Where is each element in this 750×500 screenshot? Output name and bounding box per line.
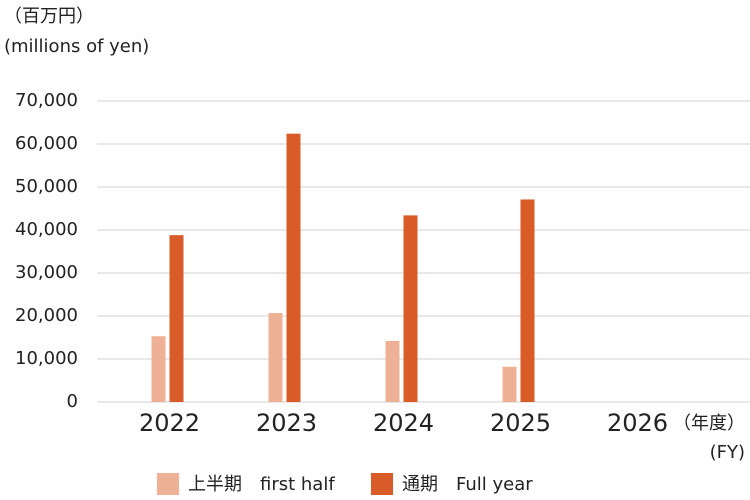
y-tick-label: 60,000 — [15, 133, 78, 154]
y-tick-label: 70,000 — [15, 90, 78, 111]
bar — [169, 235, 184, 402]
bar — [520, 199, 535, 402]
bar — [151, 336, 166, 402]
y-tick-label: 50,000 — [15, 176, 78, 197]
legend-swatch — [157, 473, 179, 495]
bar — [286, 133, 301, 402]
y-tick-label: 0 — [67, 391, 78, 412]
bar — [403, 215, 418, 402]
y-tick-label: 20,000 — [15, 305, 78, 326]
legend-label: 上半期 first half — [188, 474, 335, 495]
x-tick-label: 2025 — [490, 409, 551, 437]
legend-swatch — [371, 473, 393, 495]
y-axis-label: （百万円） — [4, 6, 94, 27]
bar — [268, 312, 283, 402]
y-tick-label: 30,000 — [15, 262, 78, 283]
x-axis-label: (FY) — [710, 442, 745, 463]
bar — [385, 340, 400, 402]
x-tick-label: 2023 — [256, 409, 317, 437]
y-axis-label: (millions of yen) — [4, 36, 149, 57]
legend-label: 通期 Full year — [402, 474, 533, 495]
y-tick-label: 40,000 — [15, 219, 78, 240]
x-tick-label: 2026 — [607, 409, 668, 437]
bar — [502, 366, 517, 402]
y-tick-label: 10,000 — [15, 348, 78, 369]
x-tick-label: 2022 — [139, 409, 200, 437]
x-tick-label: 2024 — [373, 409, 434, 437]
x-axis-label: （年度） — [673, 413, 745, 434]
